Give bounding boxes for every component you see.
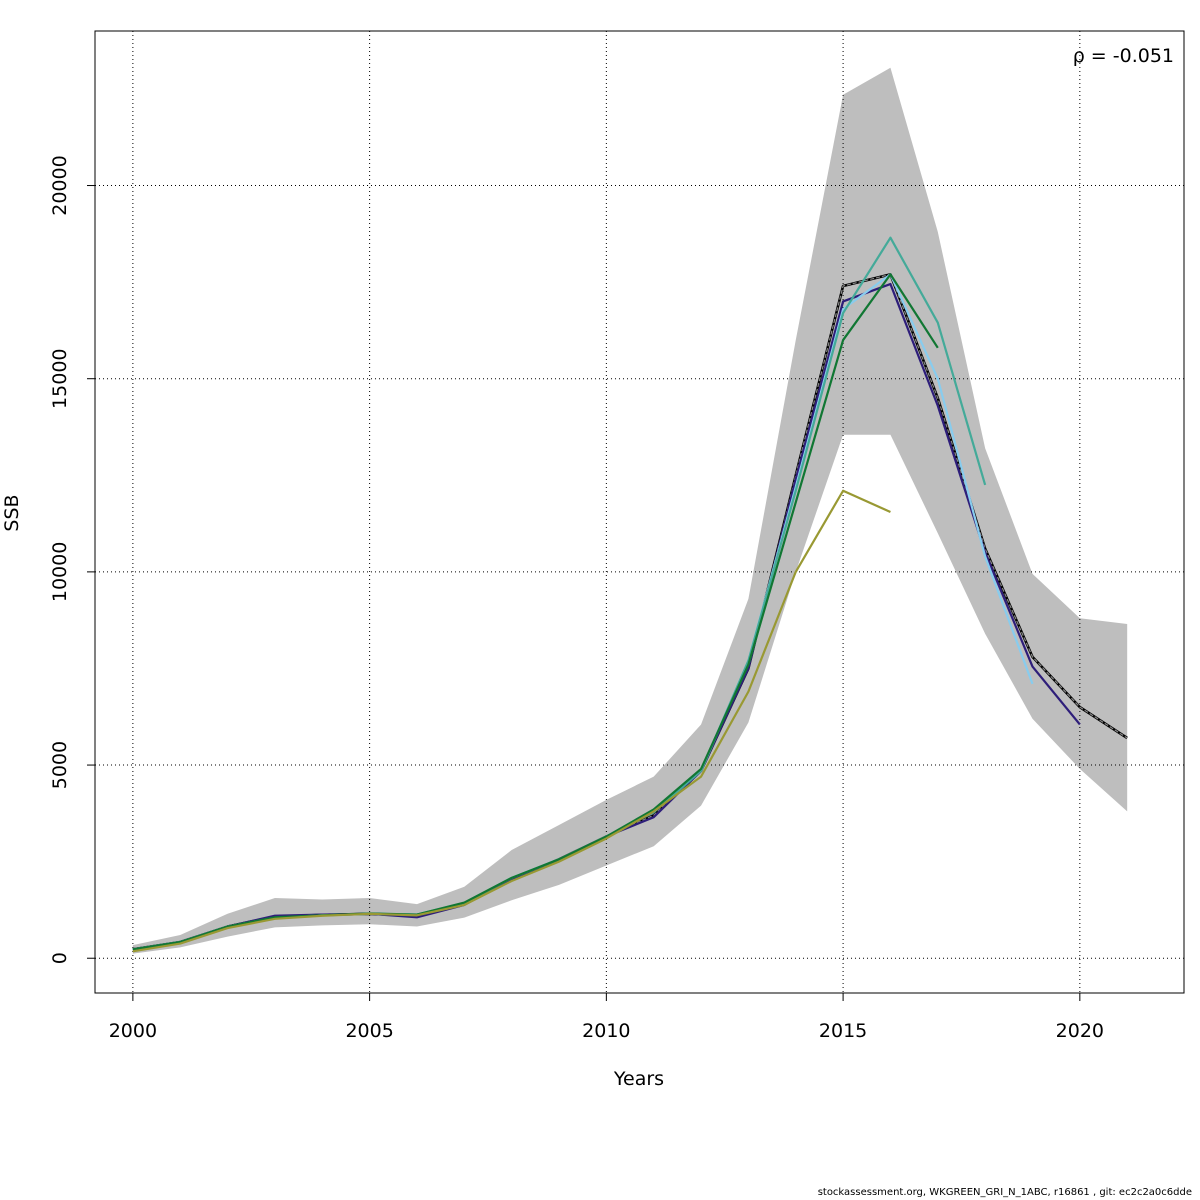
x-axis-title: Years (613, 1068, 664, 1090)
series-layer (132, 236, 1128, 953)
y-tick-label-0: 0 (49, 952, 71, 964)
y-tick-label-10000: 10000 (49, 542, 71, 602)
axis-layer: 2000 2005 2010 2015 2020 0 5000 10000 15000 20000 (49, 155, 1104, 1042)
y-tick-label-5000: 5000 (49, 741, 71, 789)
confidence-band (132, 67, 1128, 954)
footer-credit: stockassessment.org, WKGREEN_GRI_N_1ABC,… (817, 1187, 1192, 1198)
y-tick-label-15000: 15000 (49, 348, 71, 408)
rho-annotation: ρ = -0.051 (1073, 45, 1174, 67)
x-tick-label-2010: 2010 (582, 1020, 630, 1042)
grid-layer (95, 31, 1184, 993)
x-tick-label-2020: 2020 (1056, 1020, 1104, 1042)
y-axis-title: SSB (1, 494, 23, 531)
series-line-4 (132, 273, 939, 951)
plot-frame (94, 30, 1185, 994)
series-line-5 (132, 489, 891, 953)
x-tick-label-2005: 2005 (345, 1020, 393, 1042)
x-tick-label-2015: 2015 (819, 1020, 867, 1042)
y-tick-label-20000: 20000 (49, 155, 71, 215)
x-tick-label-2000: 2000 (109, 1020, 157, 1042)
confidence-band-layer (132, 67, 1128, 954)
